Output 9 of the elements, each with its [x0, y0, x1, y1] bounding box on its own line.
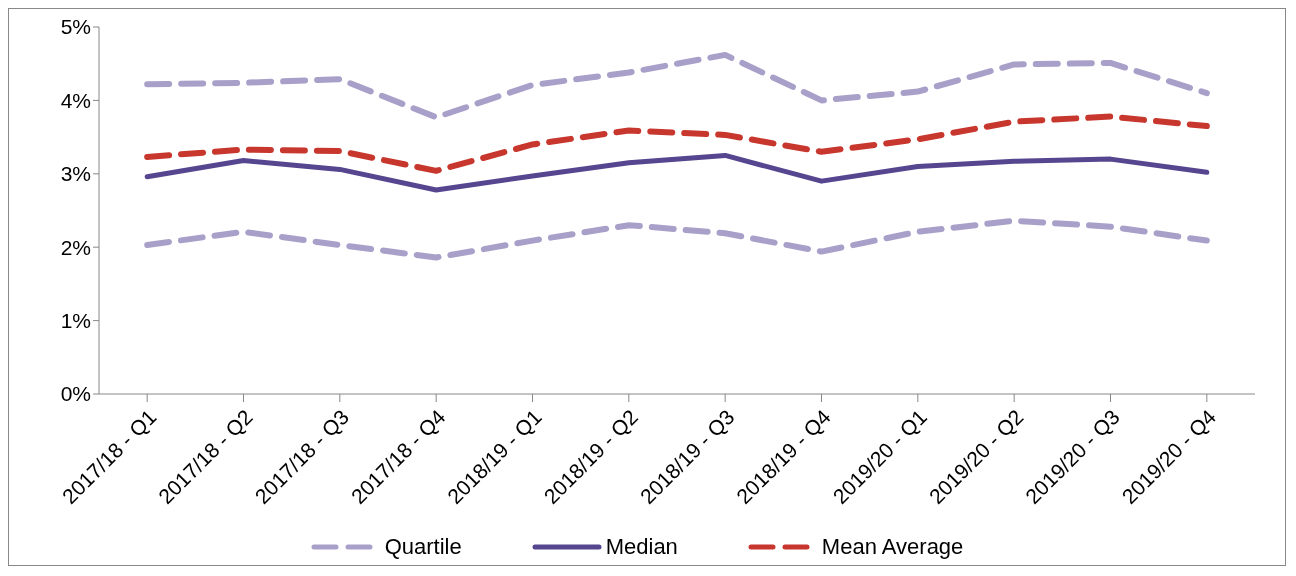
y-tick-label: 0% — [60, 382, 91, 406]
legend-label: Mean Average — [821, 534, 964, 560]
legend-label: Median — [605, 534, 678, 560]
y-tick-label: 4% — [60, 88, 91, 112]
y-tick-label: 2% — [60, 235, 91, 259]
y-tick-label: 3% — [60, 162, 91, 186]
y-tick-label: 5% — [60, 15, 91, 39]
legend-label: Quartile — [384, 534, 462, 560]
y-tick-label: 1% — [60, 309, 91, 333]
